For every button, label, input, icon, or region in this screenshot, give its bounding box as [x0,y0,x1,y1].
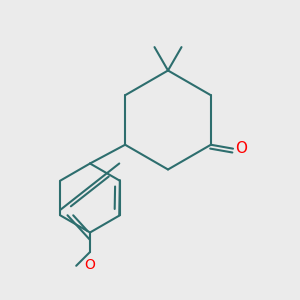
Text: O: O [85,258,95,272]
Text: O: O [236,141,247,156]
